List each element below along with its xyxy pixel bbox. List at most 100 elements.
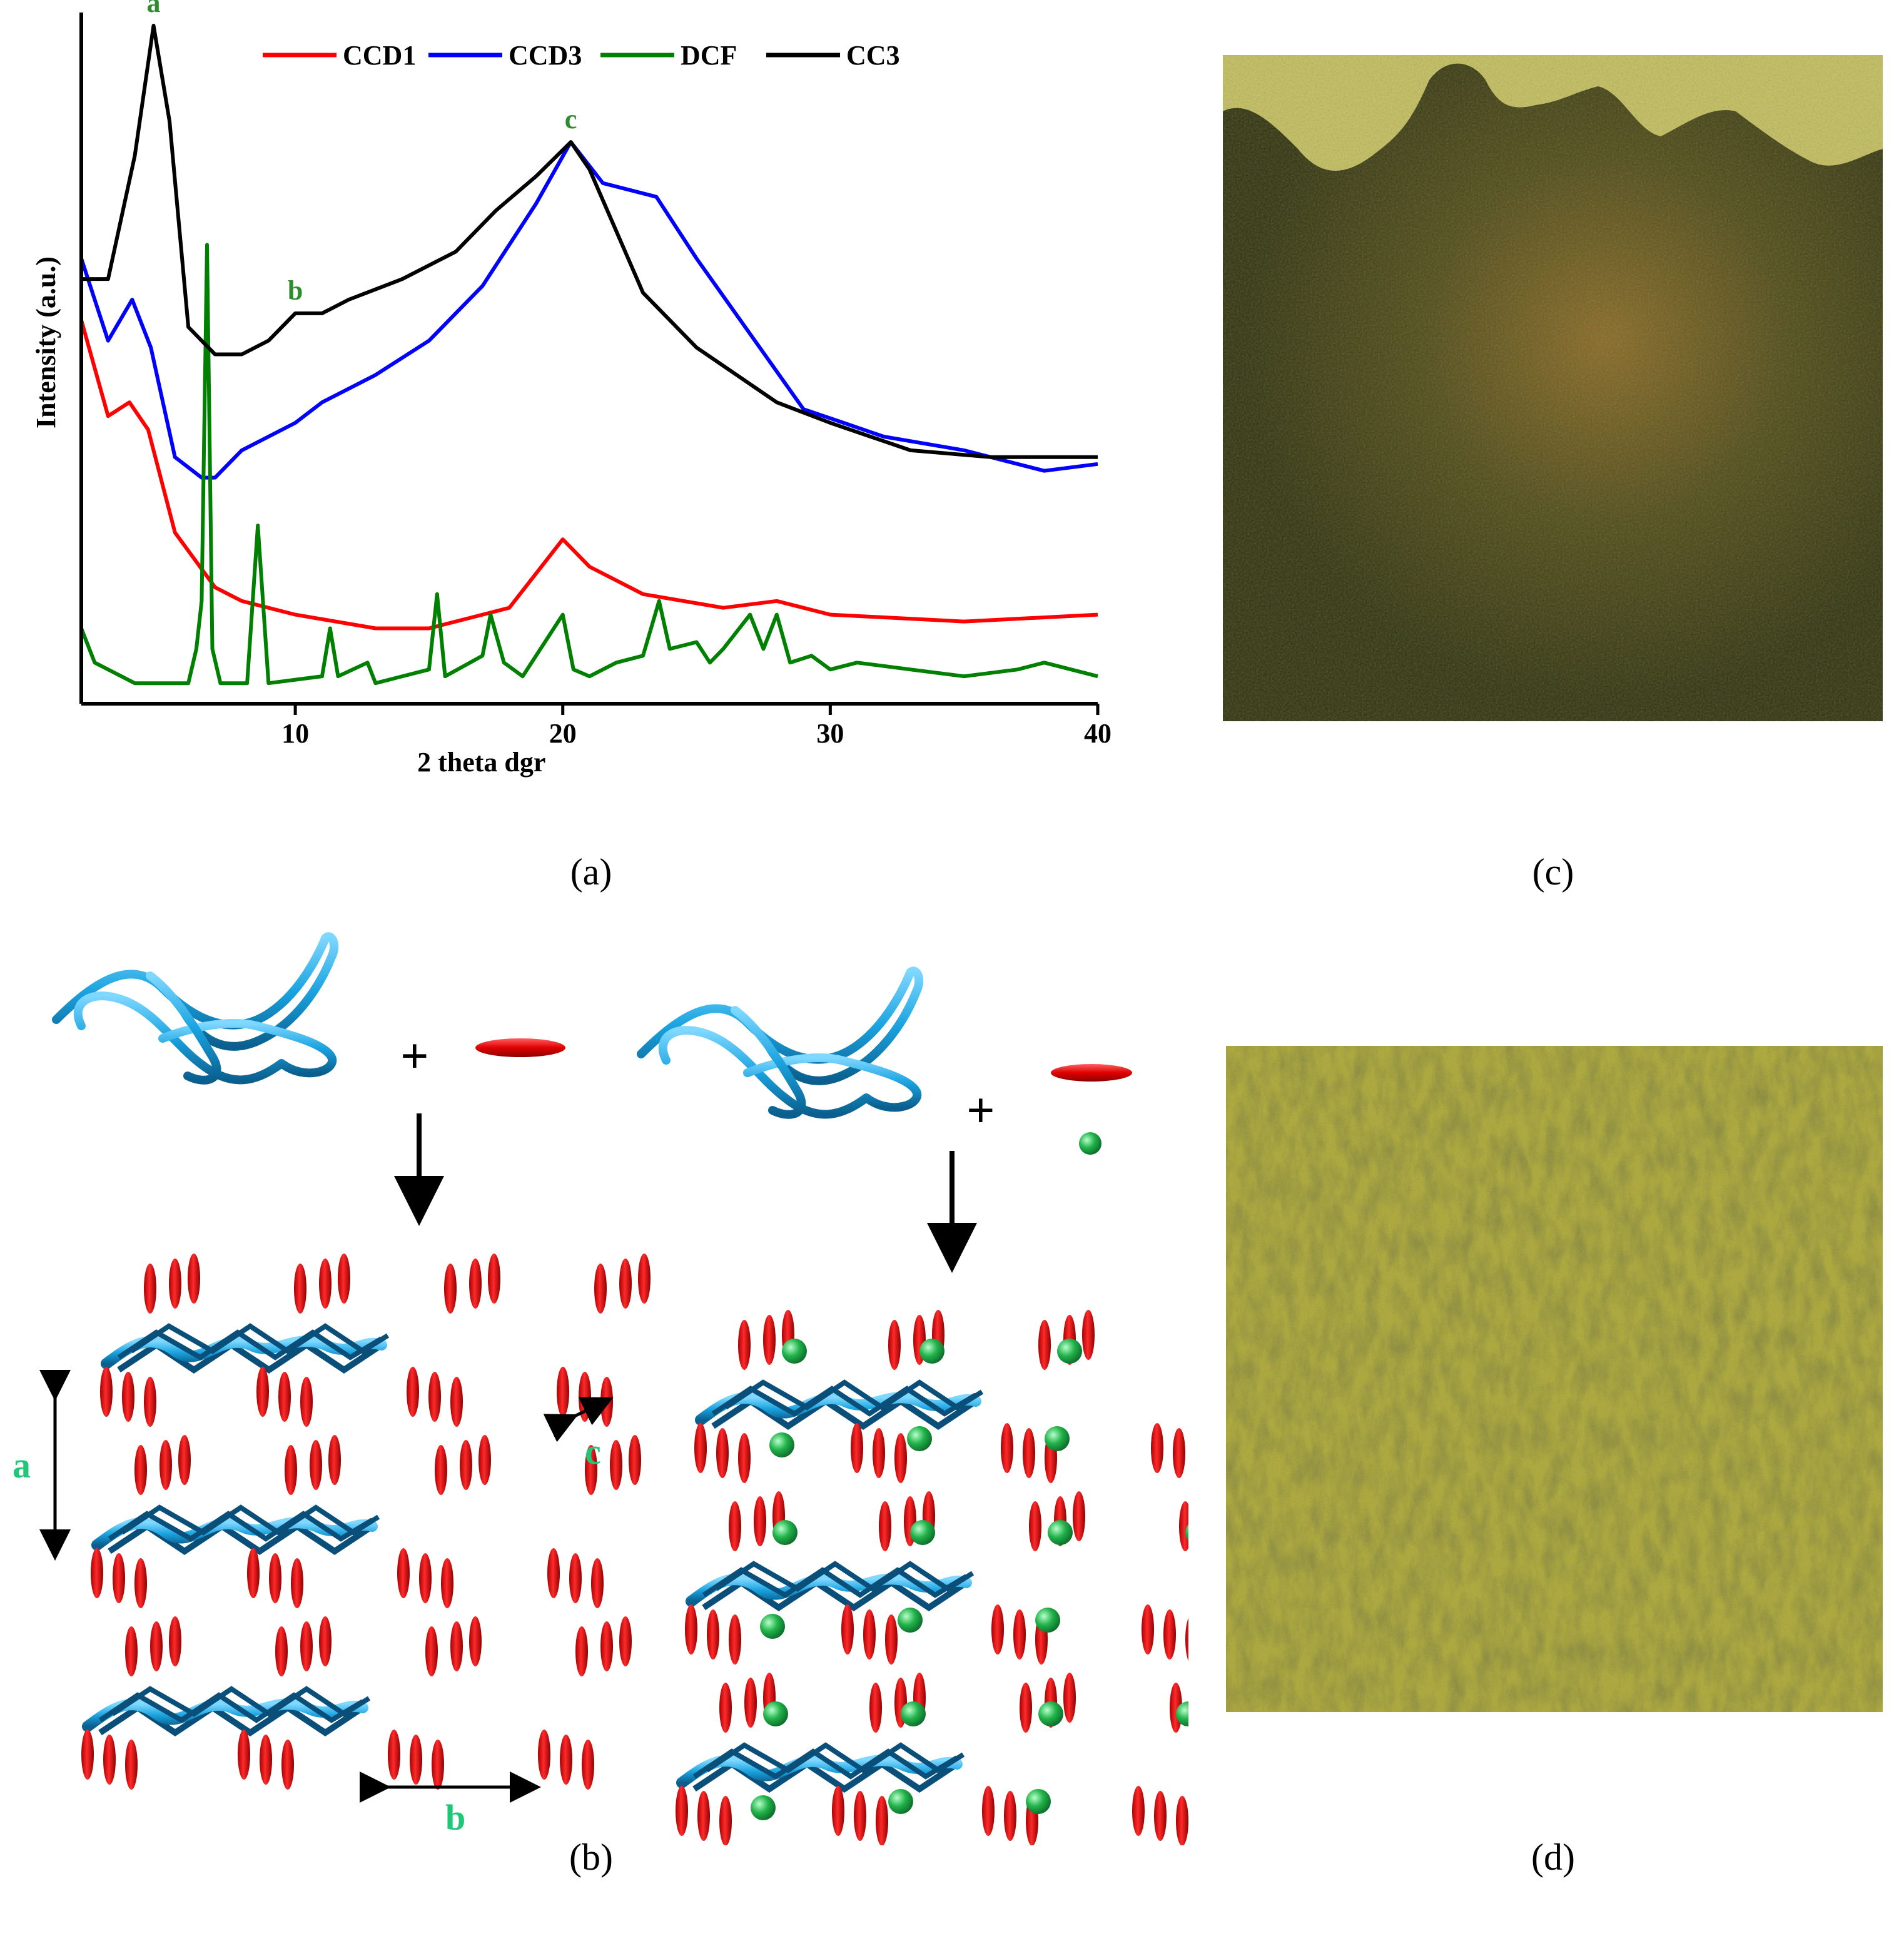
series-line-ccd1 — [79, 319, 1098, 631]
drug-rod — [676, 1786, 688, 1836]
drug-rod — [125, 1740, 138, 1790]
micrograph-d-texture — [1226, 1046, 1883, 1712]
drug-rod — [873, 1428, 885, 1478]
drug-rod — [328, 1435, 341, 1485]
drug-rod — [410, 1735, 422, 1785]
drug-rod — [388, 1730, 400, 1780]
micrograph-d — [1226, 1046, 1883, 1712]
additive-particle — [751, 1795, 776, 1820]
drug-rod — [100, 1367, 113, 1417]
schematic-diagram: + a c b + — [13, 907, 1188, 1845]
drug-rod — [629, 1435, 641, 1485]
c-dimension-arrow — [543, 1397, 614, 1442]
plus-sign-right: + — [966, 1083, 995, 1138]
drug-rod — [269, 1553, 281, 1603]
drug-rod — [122, 1372, 134, 1422]
drug-rod — [134, 1445, 147, 1495]
additive-particle — [1026, 1789, 1051, 1814]
polymer-chain-layer — [88, 1689, 369, 1733]
a-dimension-label: a — [13, 1445, 31, 1486]
drug-rod — [1132, 1786, 1145, 1836]
drug-rod — [247, 1548, 260, 1598]
drug-rod — [256, 1367, 269, 1417]
drug-rod — [619, 1259, 632, 1309]
drug-rod — [160, 1440, 172, 1490]
drug-rod — [103, 1735, 116, 1785]
additive-particle — [1038, 1701, 1063, 1726]
drug-rod — [319, 1259, 332, 1309]
drug-rod — [428, 1372, 441, 1422]
drug-rod — [450, 1621, 463, 1671]
drug-rod — [719, 1683, 732, 1733]
polymer-coil-left — [56, 936, 334, 1080]
additive-particle — [1185, 1524, 1188, 1541]
drug-rod — [694, 1423, 707, 1473]
xrd-chart: 10 20 30 40 2 theta dgr Intensity (a.u.) CCD1 C… — [31, 0, 1112, 778]
x-axis-label: 2 theta dgr — [417, 747, 545, 778]
additive-particle — [919, 1339, 944, 1364]
additive-particle — [782, 1339, 807, 1364]
polymer-chain-layer — [682, 1745, 963, 1789]
drug-rod — [600, 1621, 613, 1671]
peak-label-b: b — [288, 275, 303, 306]
caption-c: (c) — [1491, 851, 1616, 894]
drug-molecule-left — [475, 1038, 565, 1057]
drug-rod — [479, 1435, 491, 1485]
drug-rod — [81, 1730, 94, 1780]
drug-rod — [169, 1259, 181, 1309]
caption-b: (b) — [529, 1836, 654, 1879]
drug-rod — [1013, 1609, 1026, 1660]
drug-rod — [1038, 1320, 1051, 1370]
legend-label-dcf: DCF — [681, 40, 737, 71]
micrograph-c-texture — [1223, 55, 1883, 721]
plus-sign-left: + — [400, 1029, 429, 1084]
drug-rod — [144, 1377, 156, 1427]
drug-rod — [260, 1735, 272, 1785]
drug-rod — [638, 1254, 651, 1304]
drug-rod — [113, 1553, 125, 1603]
drug-rod — [450, 1377, 463, 1427]
drug-rod — [832, 1786, 844, 1836]
drug-rod — [851, 1423, 863, 1473]
drug-rod — [600, 1377, 613, 1427]
drug-rod — [582, 1740, 594, 1790]
drug-rod — [134, 1558, 147, 1608]
drug-rod — [125, 1626, 138, 1676]
drug-rod — [569, 1553, 582, 1603]
drug-rod — [754, 1496, 766, 1546]
drug-rod — [619, 1616, 632, 1666]
drug-rod — [885, 1614, 898, 1665]
drug-rod — [1142, 1604, 1154, 1654]
additive-particle — [898, 1608, 923, 1633]
drug-rod — [594, 1264, 607, 1314]
drug-rod — [91, 1548, 103, 1598]
drug-rod — [469, 1259, 482, 1309]
drug-rod — [591, 1558, 604, 1608]
polymer-chain-layer — [691, 1564, 973, 1608]
additive-particle — [1045, 1426, 1070, 1451]
additive-particle — [901, 1701, 926, 1726]
caption-d-text: (d) — [1531, 1837, 1575, 1878]
layered-structure-right — [676, 1310, 1188, 1845]
drug-rod — [1176, 1796, 1188, 1845]
x-tick-label-30: 30 — [816, 718, 844, 749]
drug-rod — [285, 1445, 297, 1495]
x-tick-label-40: 40 — [1084, 718, 1112, 749]
drug-rod — [319, 1616, 332, 1666]
drug-rod — [441, 1558, 453, 1608]
drug-rod — [841, 1604, 854, 1654]
drug-rod — [763, 1315, 776, 1365]
additive-particle — [1035, 1608, 1060, 1633]
drug-rod — [238, 1730, 250, 1780]
drug-rod — [716, 1428, 729, 1478]
drug-rod — [407, 1367, 419, 1417]
additive-particle — [907, 1426, 932, 1451]
drug-rod — [697, 1791, 710, 1841]
additive-particle — [888, 1789, 913, 1814]
x-tick-label-10: 10 — [281, 718, 309, 749]
b-dimension-label: b — [445, 1797, 465, 1838]
series-line-cc3 — [81, 24, 1098, 459]
polymer-chain-layer — [701, 1382, 982, 1426]
drug-rod — [879, 1501, 891, 1551]
drug-rod — [425, 1626, 438, 1676]
